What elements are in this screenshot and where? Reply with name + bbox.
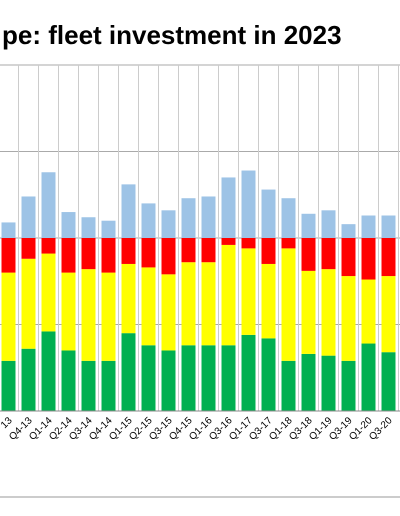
bar-segment [341, 360, 356, 411]
bar-segment [321, 269, 336, 356]
bar-segment [261, 338, 276, 411]
bar-segment [241, 238, 256, 249]
bar-segment [261, 238, 276, 264]
bar-segment [101, 272, 116, 361]
bar-segment [101, 220, 116, 238]
bar-segment [321, 355, 336, 411]
bar-segment [361, 215, 376, 238]
bar-segment [21, 348, 36, 411]
bar-segment [161, 210, 176, 238]
bar-segment [21, 238, 36, 259]
bar-segment [201, 238, 216, 263]
bar-segment [41, 253, 56, 332]
bar-segment [81, 217, 96, 238]
x-tick-label: Q3-20 [367, 415, 395, 443]
bar-segment [21, 258, 36, 349]
bar-segment [1, 238, 16, 273]
bar-segment [281, 238, 296, 249]
bar-segment [101, 360, 116, 411]
bar-segment [301, 238, 316, 271]
bar-segment [201, 345, 216, 411]
bar-segment [1, 222, 16, 238]
bar-segment [221, 244, 236, 346]
bar-segment [81, 238, 96, 270]
bar-segment [161, 274, 176, 351]
bar-segment [61, 350, 76, 411]
bar-segment [41, 238, 56, 254]
bar-segment [321, 238, 336, 270]
bar-segment [181, 198, 196, 238]
bar-segment [261, 263, 276, 339]
bar-segment [281, 360, 296, 411]
bar-segment [1, 360, 16, 411]
bar-segment [81, 269, 96, 361]
bar-segment [201, 262, 216, 346]
bar-segment [221, 238, 236, 245]
bar-segment [341, 276, 356, 361]
bar-segment [301, 270, 316, 354]
bar-segment [121, 238, 136, 264]
bar-segment [381, 352, 396, 411]
bar-segment [361, 238, 376, 280]
bar-segment [121, 333, 136, 411]
bar-segment [161, 350, 176, 411]
bar-segment [41, 331, 56, 411]
bar-segment [21, 196, 36, 238]
bar-segment [181, 238, 196, 263]
bar-segment [301, 353, 316, 411]
bar-segment [321, 210, 336, 238]
bar-segment [241, 248, 256, 335]
bar-segment [381, 276, 396, 353]
bar-segment [181, 345, 196, 411]
bar-segment [381, 238, 396, 277]
bar-segment [61, 238, 76, 273]
bar-segment [121, 263, 136, 334]
bar-segment [221, 345, 236, 411]
bar-segment [141, 203, 156, 238]
bar-segment [241, 334, 256, 411]
bar-segment [261, 189, 276, 238]
bar-segment [61, 272, 76, 351]
bar-segment [81, 360, 96, 411]
bar-segment [1, 272, 16, 361]
bar-segment [181, 262, 196, 346]
bar-segment [361, 343, 376, 411]
bar-segment [281, 248, 296, 361]
bar-segment [341, 238, 356, 277]
bar-segment [221, 177, 236, 238]
bar-segment [141, 345, 156, 411]
bar-segment [141, 267, 156, 346]
bar-segment [121, 184, 136, 238]
bar-segment [101, 238, 116, 273]
bar-segment [61, 212, 76, 238]
bar-segment [341, 224, 356, 238]
chart-title: pe: fleet investment in 2023 [2, 20, 342, 50]
bar-segment [301, 213, 316, 238]
bar-segment [381, 215, 396, 238]
bar-segment [361, 279, 376, 344]
bar-segment [201, 196, 216, 238]
bar-segment [41, 172, 56, 238]
bar-segment [161, 238, 176, 275]
bar-segment [241, 170, 256, 238]
bar-segment [141, 238, 156, 268]
bar-segment [281, 198, 296, 238]
